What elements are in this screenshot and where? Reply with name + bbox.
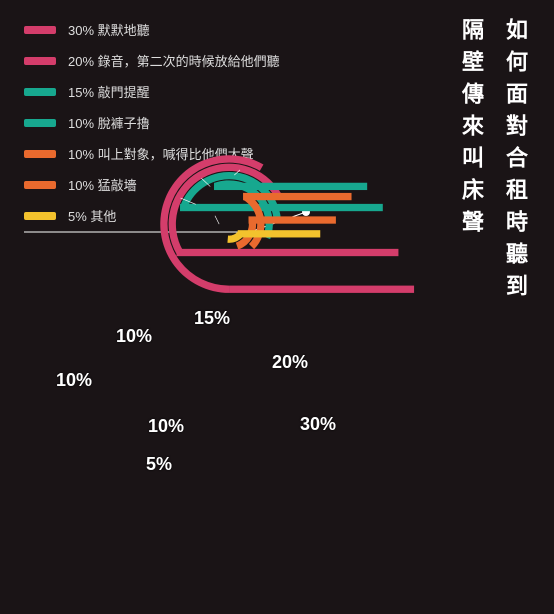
chart-bar <box>177 249 399 256</box>
chart-value-label: 10% <box>116 326 152 347</box>
chart-bar <box>243 193 351 200</box>
chart-value-label: 30% <box>300 414 336 435</box>
chart-value-label: 15% <box>194 308 230 329</box>
chart-value-label: 10% <box>56 370 92 391</box>
page-root: 隔壁傳來叫床聲 如何面對合租時聽到 30% 默默地聽20% 錄音，第二次的時候放… <box>0 0 554 614</box>
chart-bar <box>238 230 320 237</box>
radial-wave-chart <box>0 0 554 320</box>
chart-value-label: 10% <box>148 416 184 437</box>
chart-bar <box>180 204 383 211</box>
chart-value-label: 5% <box>146 454 172 475</box>
chart-value-label: 20% <box>272 352 308 373</box>
chart-bar <box>249 216 336 223</box>
chart-bar <box>229 286 414 293</box>
chart-bar <box>214 183 367 190</box>
leader-line <box>215 216 219 224</box>
